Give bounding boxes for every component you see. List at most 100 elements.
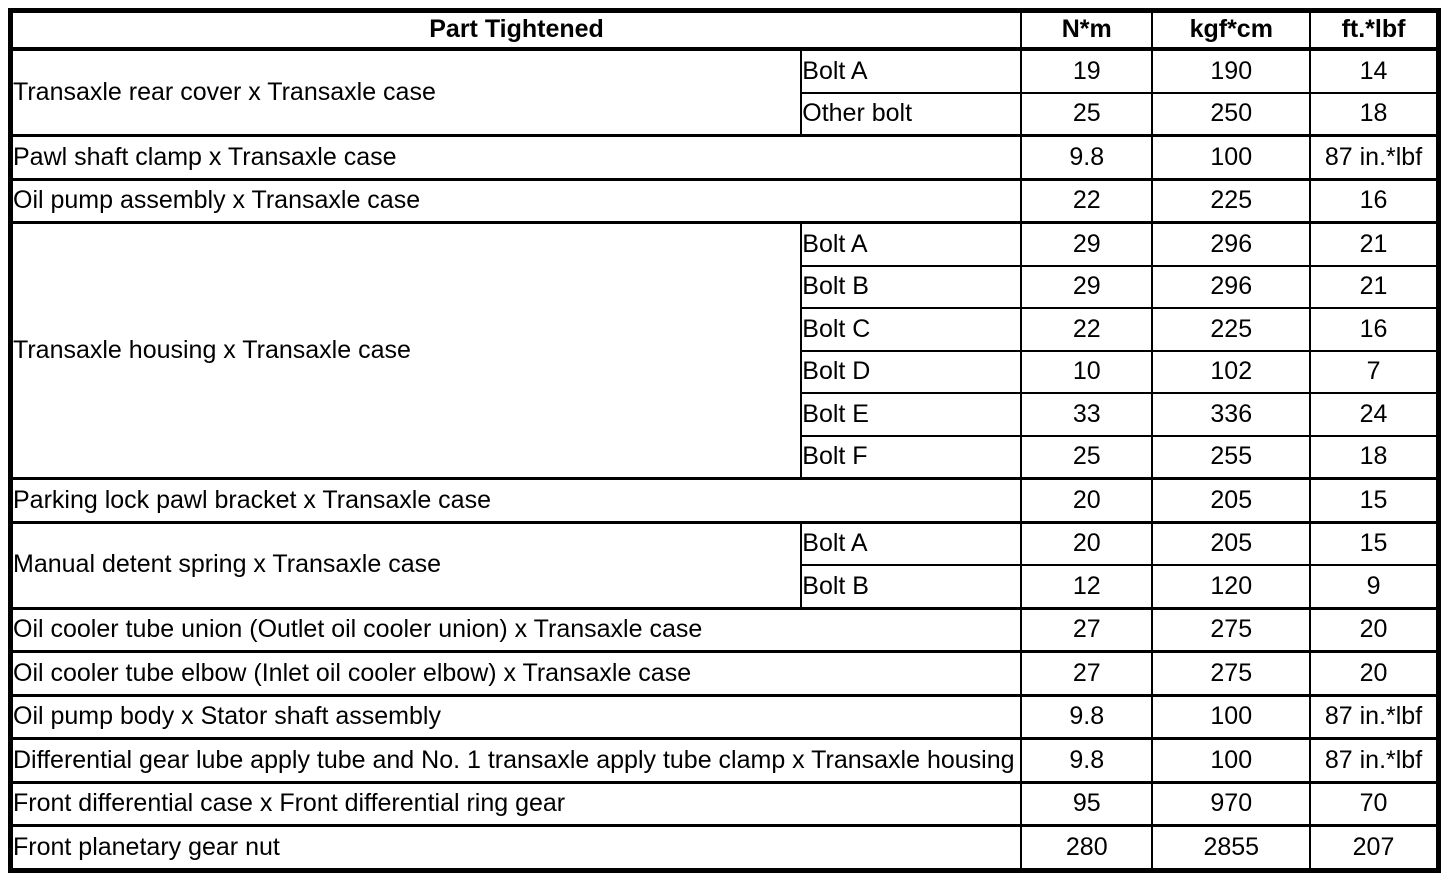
bolt-cell: Bolt C — [800, 307, 1023, 352]
nm-cell: 27 — [1020, 650, 1154, 696]
table-row: Manual detent spring x Transaxle case Bo… — [9, 520, 1440, 609]
table-row: Other bolt 25 250 18 — [11, 91, 1440, 137]
nm-cell: 22 — [1020, 177, 1154, 224]
kgfcm-cell: 296 — [1151, 221, 1312, 267]
table-row: Oil pump body x Stator shaft assembly 9.… — [9, 693, 1440, 740]
nm-cell: 25 — [1020, 91, 1154, 137]
kgfcm-cell: 275 — [1151, 606, 1312, 653]
part-cell: Front differential case x Front differen… — [9, 780, 1023, 827]
table-row: Differential gear lube apply tube and No… — [9, 737, 1440, 783]
ftlbf-cell: 15 — [1309, 477, 1440, 523]
bolt-cell: Bolt A — [800, 520, 1023, 566]
ftlbf-cell: 21 — [1309, 221, 1440, 267]
nm-cell: 9.8 — [1020, 134, 1154, 180]
nm-cell: 25 — [1020, 434, 1154, 480]
table-row: Transaxle housing x Transaxle case Bolt … — [9, 221, 1440, 480]
ftlbf-cell: 16 — [1309, 177, 1440, 224]
nm-cell: 20 — [1020, 520, 1154, 566]
kgfcm-cell: 255 — [1151, 434, 1312, 480]
header-nm: N*m — [1020, 9, 1154, 51]
part-cell: Pawl shaft clamp x Transaxle case — [9, 134, 1023, 180]
table-row: Bolt E 33 336 24 — [11, 392, 1440, 437]
kgfcm-cell: 225 — [1151, 307, 1312, 352]
bolt-cell: Bolt F — [800, 434, 1023, 480]
ftlbf-cell: 207 — [1309, 824, 1440, 871]
nm-cell: 280 — [1020, 824, 1154, 871]
kgfcm-cell: 100 — [1151, 134, 1312, 180]
nm-cell: 9.8 — [1020, 693, 1154, 740]
kgfcm-cell: 190 — [1151, 47, 1312, 94]
part-cell: Manual detent spring x Transaxle case — [9, 520, 803, 609]
bolt-cell: Bolt D — [800, 349, 1023, 394]
table-row: Front differential case x Front differen… — [9, 780, 1440, 827]
nm-cell: 29 — [1020, 264, 1154, 309]
part-cell: Front planetary gear nut — [9, 824, 1023, 871]
table-row: Parking lock pawl bracket x Transaxle ca… — [9, 477, 1440, 523]
kgfcm-cell: 336 — [1151, 392, 1312, 437]
bolt-cell: Bolt A — [800, 221, 1023, 267]
ftlbf-cell: 15 — [1309, 520, 1440, 566]
bolt-cell: Other bolt — [800, 91, 1023, 137]
part-cell: Oil cooler tube elbow (Inlet oil cooler … — [9, 650, 1023, 696]
table-row: Oil cooler tube elbow (Inlet oil cooler … — [9, 650, 1440, 696]
kgfcm-cell: 205 — [1151, 520, 1312, 566]
table-row: Pawl shaft clamp x Transaxle case 9.8 10… — [9, 134, 1440, 180]
table-row: Oil cooler tube union (Outlet oil cooler… — [9, 606, 1440, 653]
bolt-cell: Bolt A — [800, 47, 1023, 94]
table-row: Bolt F 25 255 18 — [11, 434, 1440, 480]
part-cell: Transaxle housing x Transaxle case — [9, 221, 803, 480]
table-row: Oil pump assembly x Transaxle case 22 22… — [9, 177, 1440, 224]
ftlbf-cell: 7 — [1309, 349, 1440, 394]
nm-cell: 33 — [1020, 392, 1154, 437]
ftlbf-cell: 18 — [1309, 91, 1440, 137]
part-cell: Oil pump body x Stator shaft assembly — [9, 693, 1023, 740]
kgfcm-cell: 970 — [1151, 780, 1312, 827]
kgfcm-cell: 120 — [1151, 564, 1312, 609]
header-kgfcm: kgf*cm — [1151, 9, 1312, 51]
header-row: Part Tightened N*m kgf*cm ft.*lbf — [9, 9, 1440, 51]
part-cell: Transaxle rear cover x Transaxle case — [9, 47, 803, 137]
table-row: Transaxle rear cover x Transaxle case Bo… — [9, 47, 1440, 137]
part-cell: Oil pump assembly x Transaxle case — [9, 177, 1023, 224]
part-cell: Oil cooler tube union (Outlet oil cooler… — [9, 606, 1023, 653]
part-cell: Parking lock pawl bracket x Transaxle ca… — [9, 477, 1023, 523]
kgfcm-cell: 100 — [1151, 693, 1312, 740]
table-row: Bolt B 12 120 9 — [11, 564, 1440, 609]
table-row: Bolt D 10 102 7 — [11, 349, 1440, 394]
ftlbf-cell: 20 — [1309, 606, 1440, 653]
nm-cell: 10 — [1020, 349, 1154, 394]
bolt-cell: Bolt B — [800, 564, 1023, 609]
nm-cell: 20 — [1020, 477, 1154, 523]
nm-cell: 29 — [1020, 221, 1154, 267]
table-row: Bolt C 22 225 16 — [11, 307, 1440, 352]
kgfcm-cell: 205 — [1151, 477, 1312, 523]
kgfcm-cell: 2855 — [1151, 824, 1312, 871]
nm-cell: 27 — [1020, 606, 1154, 653]
table-row: Bolt B 29 296 21 — [11, 264, 1440, 309]
bolt-cell: Bolt E — [800, 392, 1023, 437]
kgfcm-cell: 275 — [1151, 650, 1312, 696]
kgfcm-cell: 296 — [1151, 264, 1312, 309]
kgfcm-cell: 225 — [1151, 177, 1312, 224]
ftlbf-cell: 14 — [1309, 47, 1440, 94]
torque-spec-table: Part Tightened N*m kgf*cm ft.*lbf Transa… — [8, 8, 1441, 873]
bolt-cell: Bolt B — [800, 264, 1023, 309]
ftlbf-cell: 87 in.*lbf — [1309, 134, 1440, 180]
header-part-tightened: Part Tightened — [9, 9, 1023, 51]
kgfcm-cell: 100 — [1151, 737, 1312, 783]
nm-cell: 12 — [1020, 564, 1154, 609]
ftlbf-cell: 21 — [1309, 264, 1440, 309]
nm-cell: 95 — [1020, 780, 1154, 827]
nm-cell: 22 — [1020, 307, 1154, 352]
ftlbf-cell: 87 in.*lbf — [1309, 693, 1440, 740]
nm-cell: 19 — [1020, 47, 1154, 94]
part-cell: Differential gear lube apply tube and No… — [9, 737, 1023, 783]
ftlbf-cell: 9 — [1309, 564, 1440, 609]
table-row: Front planetary gear nut 280 2855 207 — [9, 824, 1440, 871]
ftlbf-cell: 18 — [1309, 434, 1440, 480]
header-ftlbf: ft.*lbf — [1309, 9, 1440, 51]
ftlbf-cell: 87 in.*lbf — [1309, 737, 1440, 783]
kgfcm-cell: 102 — [1151, 349, 1312, 394]
ftlbf-cell: 24 — [1309, 392, 1440, 437]
